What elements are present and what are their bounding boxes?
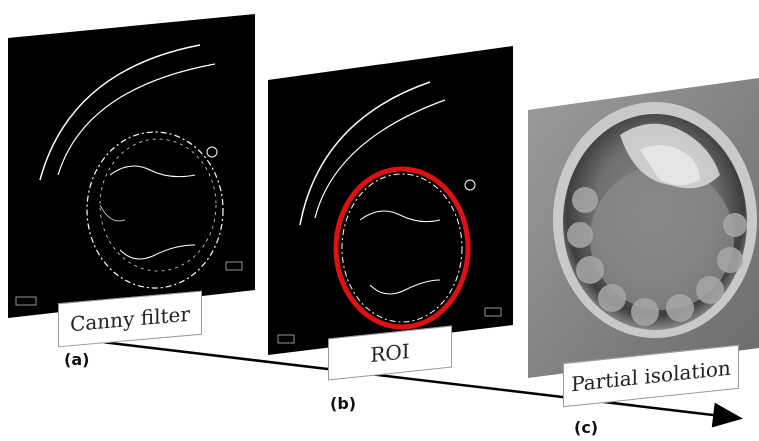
label-b: (b) [330, 394, 357, 413]
roi-ellipse [333, 166, 471, 330]
progress-arrow [84, 338, 743, 428]
panel-roi [268, 46, 513, 355]
panel-isolation [528, 78, 759, 378]
label-c: (c) [574, 418, 599, 437]
label-a: (a) [64, 350, 90, 369]
panel-canny [8, 14, 255, 318]
